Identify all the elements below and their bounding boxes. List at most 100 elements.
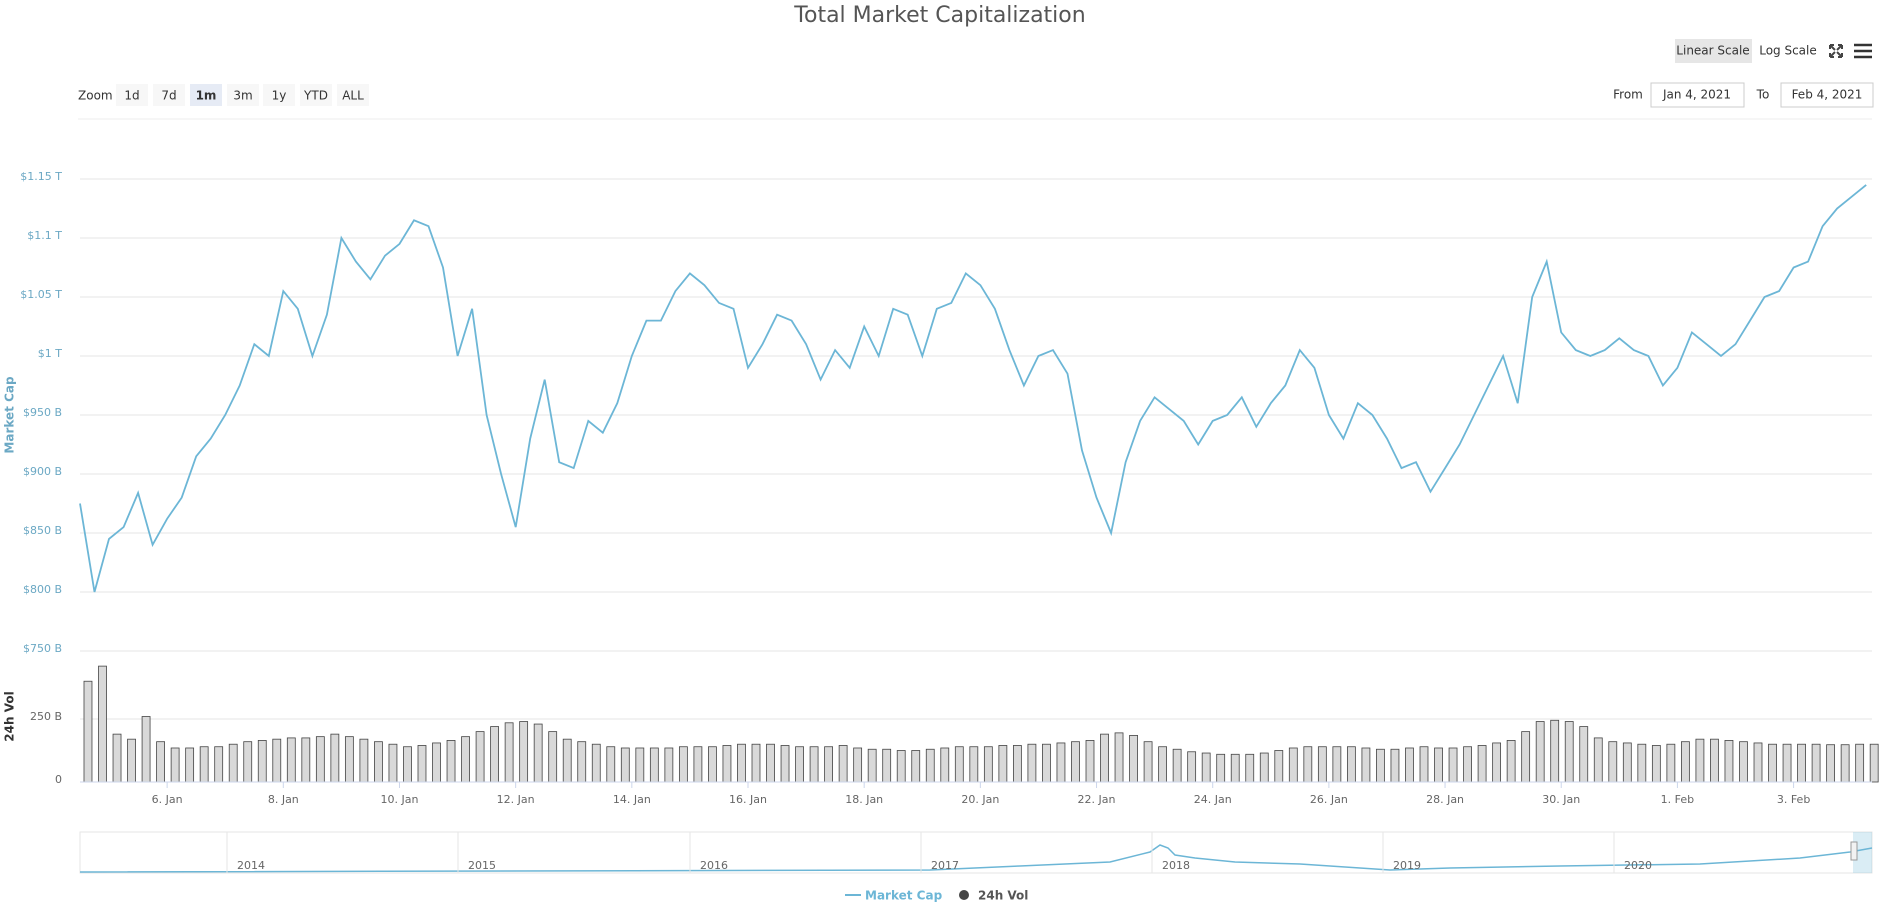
scale-button[interactable]: Log Scale <box>1759 44 1817 58</box>
volume-bar <box>214 746 224 783</box>
y-axis-title: 24h Vol <box>3 691 17 741</box>
volume-bar <box>853 747 863 783</box>
volume-bar <box>809 746 819 783</box>
volume-bar <box>1463 746 1472 783</box>
volume-bar <box>1201 752 1211 783</box>
volume-bar <box>867 748 877 783</box>
zoom-button-label[interactable]: 7d <box>161 89 176 103</box>
volume-bar <box>98 665 107 783</box>
zoom-button[interactable] <box>300 84 332 106</box>
volume-bar <box>1651 745 1661 783</box>
scale-button-bg <box>1675 39 1752 63</box>
zoom-button[interactable] <box>190 84 222 106</box>
volume-bar <box>83 680 93 783</box>
volume-bar <box>548 731 558 783</box>
volume-bar <box>635 747 645 783</box>
volume-bar <box>1346 746 1356 783</box>
legend-label[interactable]: 24h Vol <box>978 889 1028 903</box>
volume-bar <box>1129 734 1138 783</box>
volume-bar <box>1158 746 1167 783</box>
from-input[interactable] <box>1650 82 1745 108</box>
volume-bar <box>882 748 892 783</box>
volume-bar <box>824 746 833 783</box>
volume-bar <box>112 733 122 783</box>
x-tick-label: 26. Jan <box>1310 793 1348 806</box>
volume-bar <box>1855 743 1865 783</box>
x-tick-label: 8. Jan <box>268 793 299 806</box>
volume-bar <box>344 736 354 783</box>
to-input[interactable] <box>1780 82 1874 108</box>
volume-bar <box>722 745 732 783</box>
x-tick-label: 22. Jan <box>1078 793 1116 806</box>
volume-bar <box>940 747 950 783</box>
volume-bar <box>1869 743 1879 783</box>
y-tick-label: $1.15 T <box>20 170 62 183</box>
volume-bar <box>1811 743 1821 783</box>
zoom-button[interactable] <box>227 84 259 106</box>
volume-bar <box>257 740 267 783</box>
volume-bar <box>1361 747 1371 783</box>
volume-bar <box>228 743 238 783</box>
volume-bar <box>1579 726 1589 783</box>
zoom-button-label[interactable]: 1d <box>124 89 139 103</box>
zoom-button[interactable] <box>116 84 148 106</box>
volume-bar <box>1274 750 1284 783</box>
volume-bar <box>649 747 659 783</box>
volume-bar <box>1826 744 1836 783</box>
navigator-label: 2016 <box>700 859 728 872</box>
menu-icon[interactable] <box>1854 43 1872 59</box>
x-tick-label: 18. Jan <box>845 793 883 806</box>
volume-bar <box>577 741 587 783</box>
volume-bar <box>156 741 165 783</box>
volume-bar <box>330 733 340 783</box>
navigator-label: 2019 <box>1393 859 1421 872</box>
volume-bar <box>533 723 543 783</box>
y-tick-label: $900 B <box>23 465 62 478</box>
zoom-button-label[interactable]: 1y <box>272 89 287 103</box>
volume-bar <box>562 738 572 783</box>
zoom-button[interactable] <box>153 84 185 106</box>
volume-bar <box>1637 743 1647 783</box>
scale-button[interactable]: Linear Scale <box>1676 44 1749 58</box>
x-tick-label: 14. Jan <box>613 793 651 806</box>
fullscreen-icon[interactable] <box>1829 44 1843 58</box>
x-tick-label: 3. Feb <box>1777 793 1810 806</box>
zoom-button-label[interactable]: YTD <box>303 89 328 103</box>
volume-bar <box>1753 742 1763 783</box>
volume-bar <box>678 746 688 783</box>
zoom-button-label[interactable]: 3m <box>233 89 252 103</box>
volume-bar <box>1492 742 1502 783</box>
navigator[interactable] <box>79 831 1873 874</box>
volume-bar <box>795 746 804 783</box>
volume-bar <box>272 738 282 783</box>
navigator-label: 2015 <box>468 859 496 872</box>
volume-bar <box>1230 753 1240 783</box>
volume-bar <box>954 746 964 783</box>
navigator-handle[interactable] <box>1850 841 1858 861</box>
from-label: From <box>1613 88 1643 102</box>
zoom-button[interactable] <box>263 84 295 106</box>
volume-bar <box>1710 738 1719 783</box>
volume-bar <box>896 750 906 783</box>
navigator-label: 2018 <box>1162 859 1190 872</box>
zoom-button[interactable] <box>337 84 369 106</box>
volume-bar <box>1216 753 1226 783</box>
volume-bar <box>461 736 470 783</box>
chart-title: Total Market Capitalization <box>793 3 1085 28</box>
zoom-button-label[interactable]: 1m <box>196 89 217 103</box>
volume-bar <box>1071 741 1080 783</box>
volume-bar <box>170 747 180 783</box>
navigator-label: 2014 <box>237 859 265 872</box>
x-tick-label: 28. Jan <box>1426 793 1464 806</box>
zoom-button-label[interactable]: ALL <box>342 89 364 103</box>
volume-bar <box>1042 743 1051 783</box>
volume-bar <box>1303 746 1313 783</box>
legend-label[interactable]: Market Cap <box>865 889 943 903</box>
volume-bar <box>286 737 296 783</box>
volume-bar <box>1535 721 1545 783</box>
navigator-label: 2017 <box>931 859 959 872</box>
navigator-selection[interactable] <box>1853 832 1872 873</box>
y-tick-label: $950 B <box>23 406 62 419</box>
zoom-label: Zoom <box>78 89 113 103</box>
volume-bar <box>606 746 616 783</box>
